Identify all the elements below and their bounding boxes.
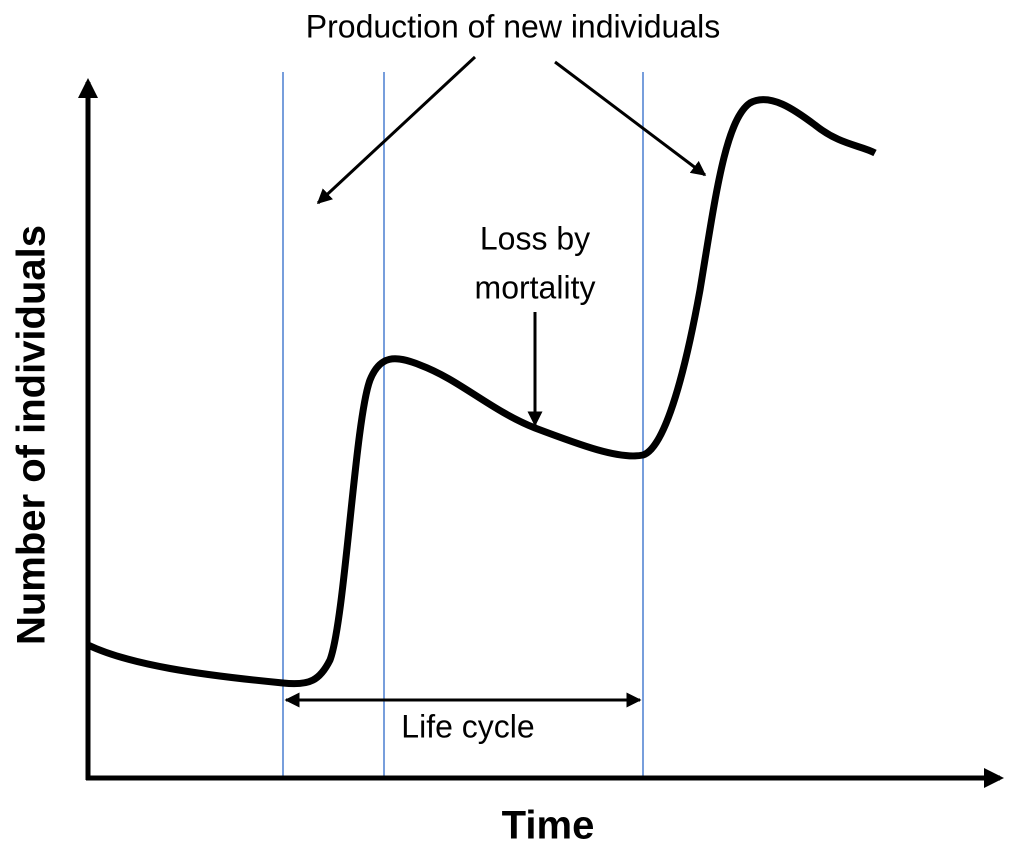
y-axis-label: Number of individuals <box>10 225 54 645</box>
phase-lines <box>282 72 644 778</box>
arrow <box>554 60 707 177</box>
annotation: Life cycle <box>401 708 534 744</box>
x-axis-label: Time <box>502 804 595 846</box>
annotation: Loss by <box>480 220 590 256</box>
title: Production of new individuals <box>306 8 720 44</box>
arrow <box>316 55 477 205</box>
annotation: mortality <box>475 269 596 305</box>
population-curve <box>86 96 877 688</box>
